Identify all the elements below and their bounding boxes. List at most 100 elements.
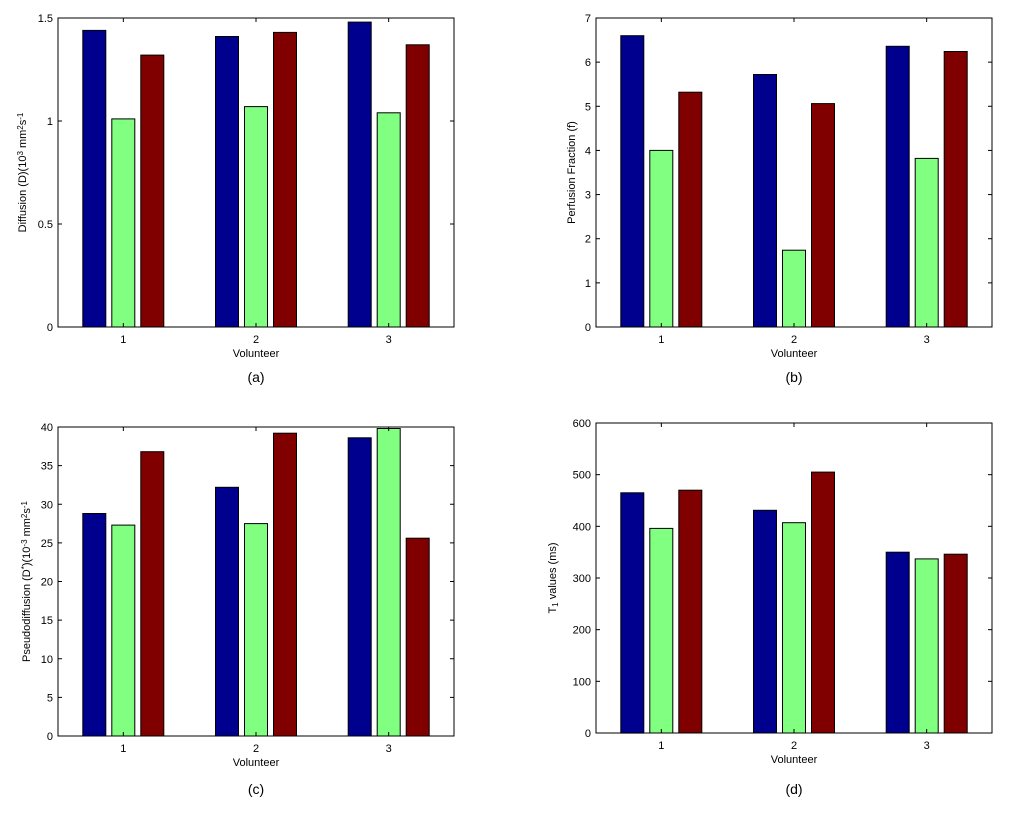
y-axis-label-part: -1 (20, 500, 29, 508)
ytick-label-c-6: 30 (41, 499, 53, 511)
ytick-label-d-4: 400 (573, 521, 591, 533)
bar-b-series3-vol3 (943, 51, 968, 328)
ytick-label-a-1: 0.5 (38, 219, 53, 231)
y-axis-label-c: Pseudodiffusion (D*)(10-3 mm2s-1 (20, 500, 33, 662)
xtick-label-d-0: 1 (658, 740, 664, 752)
xtick-label-d-2: 3 (924, 740, 930, 752)
bar-d-series1-vol3 (885, 551, 910, 734)
bar-a-series2-vol3 (376, 112, 401, 328)
y-axis-label-part: T (547, 607, 559, 614)
y-axis-label-part: s (17, 119, 29, 125)
x-axis-label-c: Volunteer (233, 757, 280, 769)
xtick-label-a-2: 3 (386, 334, 392, 346)
ytick-label-c-4: 20 (41, 577, 53, 589)
xtick-label-d-1: 2 (791, 740, 797, 752)
y-axis-label-part: 2 (16, 125, 25, 130)
bar-a-series3-vol3 (405, 44, 430, 328)
y-axis-label-part: 2 (20, 513, 29, 518)
bar-a-series3-vol1 (140, 54, 165, 328)
panel-caption-a: (a) (247, 369, 264, 385)
bar-b-series1-vol1 (620, 35, 645, 328)
ytick-label-b-7: 7 (585, 13, 591, 25)
y-axis-label-part: 1 (551, 602, 560, 607)
bar-d-series1-vol1 (620, 492, 645, 734)
y-axis-label-part: -3 (20, 539, 29, 547)
bar-c-series3-vol1 (140, 451, 165, 737)
panel-caption-c: (c) (248, 781, 264, 797)
x-axis-label-b: Volunteer (771, 348, 818, 360)
bar-d-series2-vol2 (782, 522, 806, 734)
bar-d-series3-vol1 (678, 489, 703, 734)
y-axis-label-part: * (20, 566, 29, 569)
ytick-label-d-0: 0 (585, 728, 591, 740)
ytick-label-c-7: 35 (41, 461, 53, 473)
ytick-label-c-1: 5 (47, 692, 53, 704)
chart-panel-a: 0 0.5 1 1.5 1 2 3 Volunteer Diffusion (D)(103 mm… (16, 13, 455, 385)
ytick-label-b-6: 6 (585, 57, 591, 69)
xtick-label-c-1: 2 (253, 743, 259, 755)
xtick-label-c-2: 3 (386, 743, 392, 755)
ytick-label-b-0: 0 (585, 322, 591, 334)
y-axis-label-part: Perfusion Fraction (f) (566, 121, 578, 224)
xtick-label-a-1: 2 (253, 334, 259, 346)
ytick-label-c-5: 25 (41, 538, 53, 550)
ytick-label-c-2: 10 (41, 654, 53, 666)
bar-d-series2-vol3 (914, 558, 939, 734)
x-axis-label-a: Volunteer (233, 348, 280, 360)
ytick-label-b-1: 1 (585, 278, 591, 290)
x-axis-label-d: Volunteer (771, 754, 818, 766)
y-axis-label-d: T1 values (ms) (547, 542, 560, 613)
bar-b-series2-vol3 (914, 157, 939, 328)
ytick-label-b-3: 3 (585, 190, 591, 202)
y-axis-label-part: mm (17, 130, 29, 151)
bar-b-series3-vol1 (678, 91, 703, 328)
ytick-label-c-3: 15 (41, 615, 53, 627)
bar-d-series3-vol3 (943, 553, 968, 734)
y-axis-label-part: Pseudodiffusion (D (21, 569, 33, 662)
ytick-label-a-3: 1.5 (38, 13, 53, 25)
y-axis-label-part: values (ms) (547, 542, 559, 602)
bar-b-series2-vol1 (649, 149, 674, 328)
bar-a-series2-vol1 (111, 118, 136, 328)
y-axis-label-b: Perfusion Fraction (f) (566, 121, 578, 224)
bar-a-series3-vol2 (273, 31, 297, 328)
ytick-label-c-0: 0 (47, 731, 53, 743)
ytick-label-d-6: 600 (573, 418, 591, 430)
bar-c-series1-vol3 (347, 437, 372, 737)
ytick-label-c-8: 40 (41, 422, 53, 434)
xtick-label-c-0: 1 (120, 743, 126, 755)
bar-c-series3-vol2 (273, 432, 297, 737)
bar-c-series2-vol1 (111, 524, 136, 737)
ytick-label-d-5: 500 (573, 470, 591, 482)
bar-a-series2-vol2 (244, 106, 268, 328)
y-axis-label-part: mm (21, 518, 33, 539)
bar-d-series3-vol2 (811, 471, 835, 734)
y-axis-label-part: -1 (16, 112, 25, 120)
bar-b-series2-vol2 (782, 249, 806, 328)
bar-b-series3-vol2 (811, 103, 835, 328)
ytick-label-b-5: 5 (585, 101, 591, 113)
y-axis-label-part: )(10 (21, 547, 33, 567)
bar-a-series1-vol1 (82, 29, 107, 328)
bar-d-series2-vol1 (649, 527, 674, 734)
bar-a-series1-vol2 (215, 36, 239, 328)
ytick-label-b-2: 2 (585, 234, 591, 246)
xtick-label-b-1: 2 (791, 334, 797, 346)
y-axis-label-a: Diffusion (D)(103 mm2s-1 (16, 112, 29, 232)
bar-c-series2-vol3 (376, 428, 401, 737)
bar-c-series1-vol2 (215, 486, 239, 737)
ytick-label-a-2: 1 (47, 116, 53, 128)
chart-panel-b: 0 1 2 3 4 5 6 7 1 2 3 Volunteer Perfusion Fraction (… (566, 13, 993, 385)
bar-d-series1-vol2 (753, 509, 777, 734)
xtick-label-b-0: 1 (658, 334, 664, 346)
xtick-label-a-0: 1 (120, 334, 126, 346)
bar-c-series1-vol1 (82, 513, 107, 737)
panel-caption-d: (d) (785, 781, 802, 797)
bar-b-series1-vol2 (753, 74, 777, 328)
y-axis-label-part: s (21, 508, 33, 514)
xtick-label-b-2: 3 (924, 334, 930, 346)
ytick-label-a-0: 0 (47, 322, 53, 334)
bar-c-series3-vol3 (405, 537, 430, 737)
